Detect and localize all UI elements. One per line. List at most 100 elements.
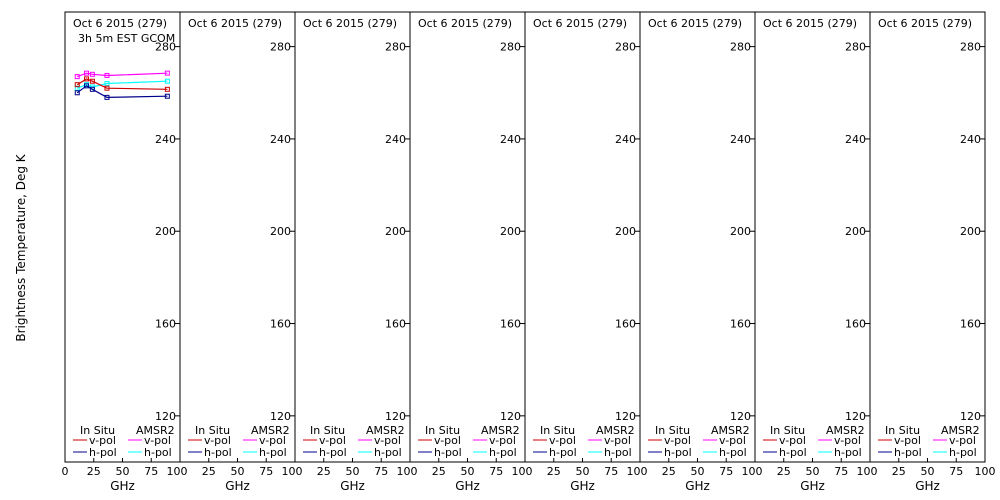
y-tick-label: 120 [500, 410, 521, 423]
legend-amsr2-hpol-label: h-pol [834, 446, 862, 459]
x-tick-label: 25 [87, 465, 101, 478]
y-tick-label: 280 [155, 41, 176, 54]
legend-amsr2-hpol-label: h-pol [949, 446, 977, 459]
panel-title: Oct 6 2015 (279) [763, 17, 857, 30]
panel-8: Oct 6 2015 (279) 120 160 200 240 280 25 50 75 100… [869, 11, 996, 493]
legend-amsr2-vpol-label: v-pol [719, 434, 746, 447]
y-tick-label: 120 [270, 410, 291, 423]
y-tick-label: 120 [155, 410, 176, 423]
x-tick-label: 75 [489, 465, 503, 478]
legend-amsr2-hpol-label: h-pol [604, 446, 632, 459]
data-point [89, 78, 95, 84]
x-tick-label: 75 [834, 465, 848, 478]
data-point [74, 85, 80, 91]
legend-amsr2-vpol-label: v-pol [374, 434, 401, 447]
data-point [104, 85, 110, 91]
x-tick-label: 25 [317, 465, 331, 478]
panel-3: Oct 6 2015 (279) 120 160 200 240 280 25 50 75 100… [294, 11, 418, 493]
y-tick-label: 120 [960, 410, 981, 423]
y-tick-label: 200 [270, 225, 291, 238]
panel-title: Oct 6 2015 (279) [648, 17, 742, 30]
legend-amsr2-vpol-label: v-pol [604, 434, 631, 447]
legend-insitu-vpol-label: v-pol [319, 434, 346, 447]
x-tick-label: 100 [857, 465, 878, 478]
legend-amsr2-hpol-label: h-pol [719, 446, 747, 459]
x-tick-label: 50 [231, 465, 245, 478]
y-tick-label: 120 [385, 410, 406, 423]
series-line-1 [76, 72, 168, 78]
legend-header-insitu: In Situ [310, 424, 345, 437]
x-tick-label: 75 [259, 465, 273, 478]
data-point [74, 90, 80, 96]
x-tick-label: 50 [806, 465, 820, 478]
panel-5: Oct 6 2015 (279) 120 160 200 240 280 25 50 75 100… [524, 11, 648, 493]
legend-insitu-hpol-label: h-pol [319, 446, 347, 459]
x-tick-label: 50 [576, 465, 590, 478]
x-tick-label: 0 [62, 465, 69, 478]
data-point [89, 86, 95, 92]
legend-insitu-vpol-label: v-pol [549, 434, 576, 447]
x-tick-label: 25 [662, 465, 676, 478]
y-tick-label: 240 [385, 133, 406, 146]
y-tick-label: 280 [845, 41, 866, 54]
y-tick-label: 160 [730, 318, 751, 331]
legend-header-insitu: In Situ [195, 424, 230, 437]
data-point [84, 76, 90, 82]
legend-header-amsr2: AMSR2 [136, 424, 175, 437]
panel-title: Oct 6 2015 (279) [533, 17, 627, 30]
legend-header-amsr2: AMSR2 [481, 424, 520, 437]
panel-2: Oct 6 2015 (279) 120 160 200 240 280 25 50 75 100… [179, 11, 303, 493]
data-point [74, 82, 80, 88]
legend-amsr2-vpol-label: v-pol [259, 434, 286, 447]
y-tick-label: 240 [155, 133, 176, 146]
x-tick-label: 75 [374, 465, 388, 478]
legend-insitu-hpol-label: h-pol [664, 446, 692, 459]
y-tick-label: 160 [960, 318, 981, 331]
y-tick-label: 200 [500, 225, 521, 238]
panel-title: Oct 6 2015 (279) [303, 17, 397, 30]
x-tick-label: 100 [397, 465, 418, 478]
data-point [84, 70, 90, 76]
legend-amsr2-hpol-label: h-pol [144, 446, 172, 459]
y-tick-label: 120 [615, 410, 636, 423]
data-point [104, 94, 110, 100]
y-tick-label: 280 [730, 41, 751, 54]
x-tick-label: 50 [921, 465, 935, 478]
y-tick-label: 280 [615, 41, 636, 54]
legend-amsr2-hpol-label: h-pol [259, 446, 287, 459]
y-tick-label: 240 [500, 133, 521, 146]
y-tick-label: 240 [615, 133, 636, 146]
legend-amsr2-vpol-label: v-pol [834, 434, 861, 447]
data-point [164, 93, 170, 99]
legend-header-amsr2: AMSR2 [826, 424, 865, 437]
y-tick-label: 240 [730, 133, 751, 146]
data-point [164, 78, 170, 84]
x-tick-label: 25 [202, 465, 216, 478]
x-tick-label: 100 [512, 465, 533, 478]
y-tick-label: 160 [385, 318, 406, 331]
legend-insitu-hpol-label: h-pol [894, 446, 922, 459]
data-point [89, 71, 95, 77]
x-tick-label: 50 [461, 465, 475, 478]
legend-amsr2-vpol-label: v-pol [144, 434, 171, 447]
x-tick-label: 75 [604, 465, 618, 478]
y-tick-label: 160 [615, 318, 636, 331]
x-axis-label: GHz [455, 479, 480, 493]
x-axis-label: GHz [685, 479, 710, 493]
y-tick-label: 200 [960, 225, 981, 238]
x-tick-label: 100 [167, 465, 188, 478]
legend-header-insitu: In Situ [540, 424, 575, 437]
legend-amsr2-vpol-label: v-pol [949, 434, 976, 447]
legend-insitu-hpol-label: h-pol [779, 446, 807, 459]
x-tick-label: 50 [116, 465, 130, 478]
x-tick-label: 100 [742, 465, 763, 478]
y-tick-label: 280 [960, 41, 981, 54]
x-tick-label: 75 [144, 465, 158, 478]
y-tick-label: 200 [845, 225, 866, 238]
y-tick-label: 280 [270, 41, 291, 54]
legend-header-insitu: In Situ [425, 424, 460, 437]
legend-header-amsr2: AMSR2 [711, 424, 750, 437]
x-tick-label: 25 [547, 465, 561, 478]
data-point [104, 81, 110, 87]
